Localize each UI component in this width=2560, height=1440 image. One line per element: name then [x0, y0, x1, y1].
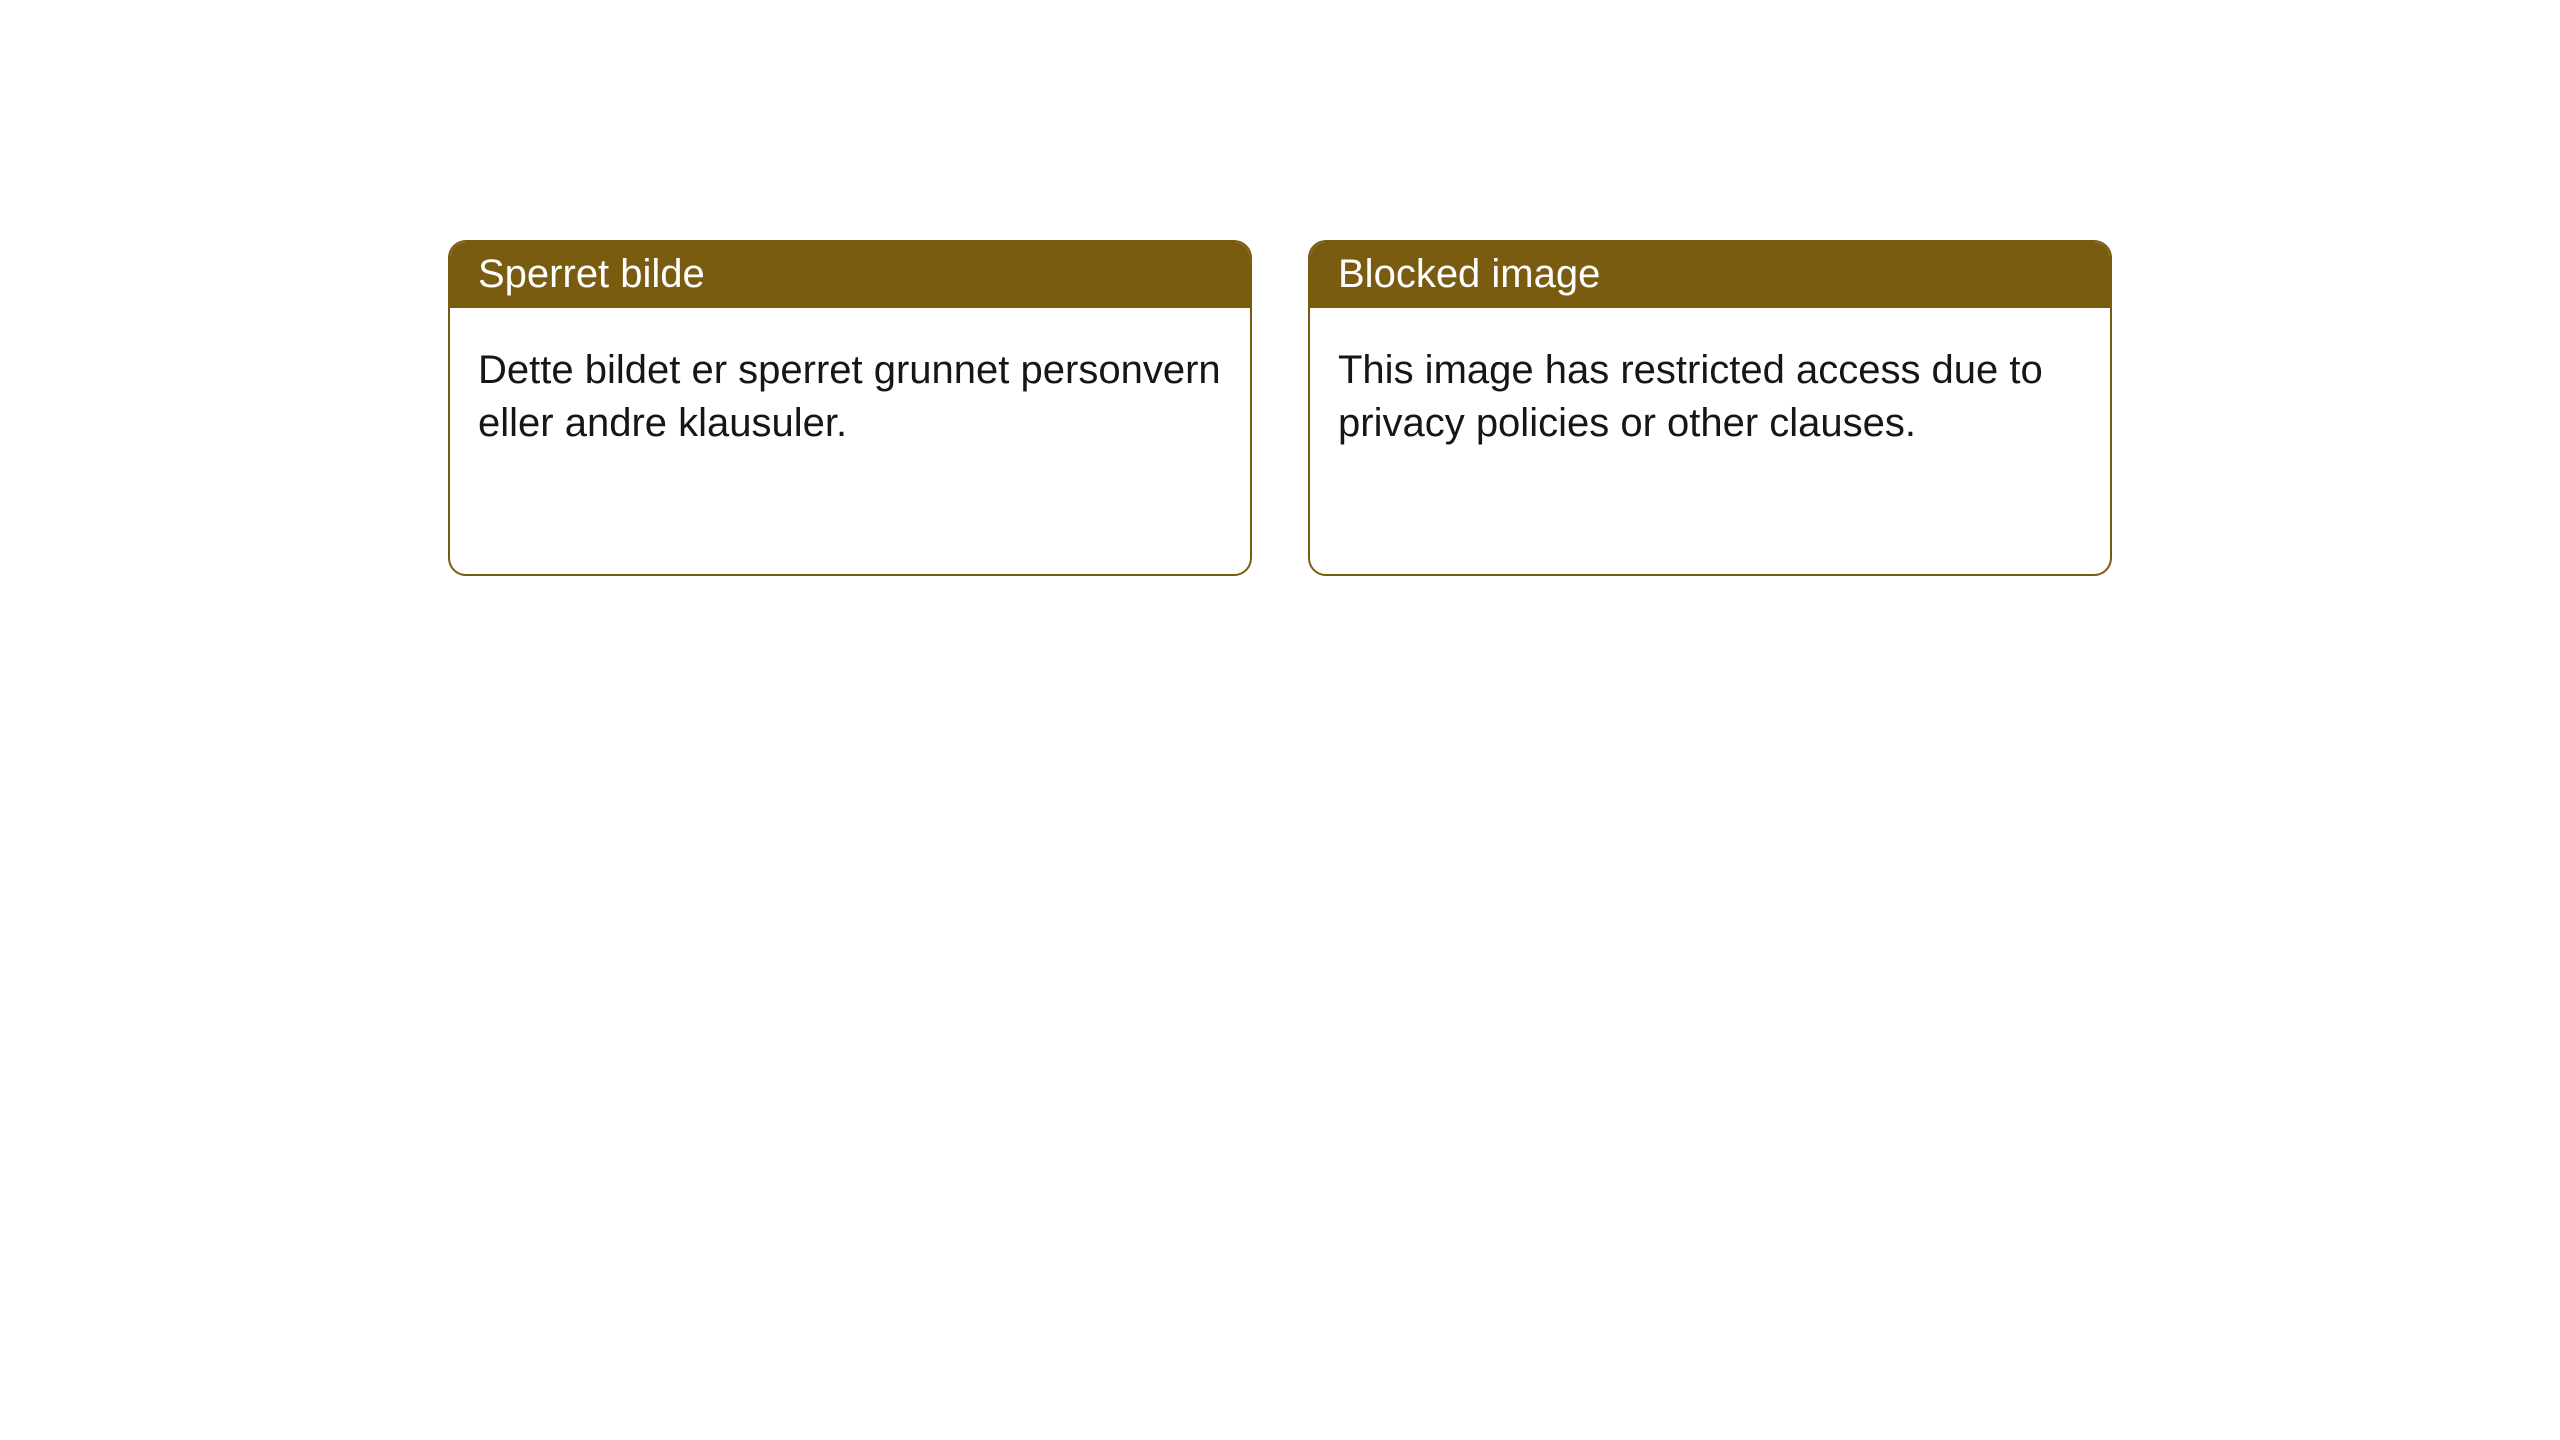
notice-header: Blocked image	[1310, 242, 2110, 308]
notice-header: Sperret bilde	[450, 242, 1250, 308]
notice-body: Dette bildet er sperret grunnet personve…	[450, 308, 1250, 486]
notice-box-norwegian: Sperret bilde Dette bildet er sperret gr…	[448, 240, 1252, 576]
notice-container: Sperret bilde Dette bildet er sperret gr…	[0, 0, 2560, 576]
notice-box-english: Blocked image This image has restricted …	[1308, 240, 2112, 576]
notice-body: This image has restricted access due to …	[1310, 308, 2110, 486]
